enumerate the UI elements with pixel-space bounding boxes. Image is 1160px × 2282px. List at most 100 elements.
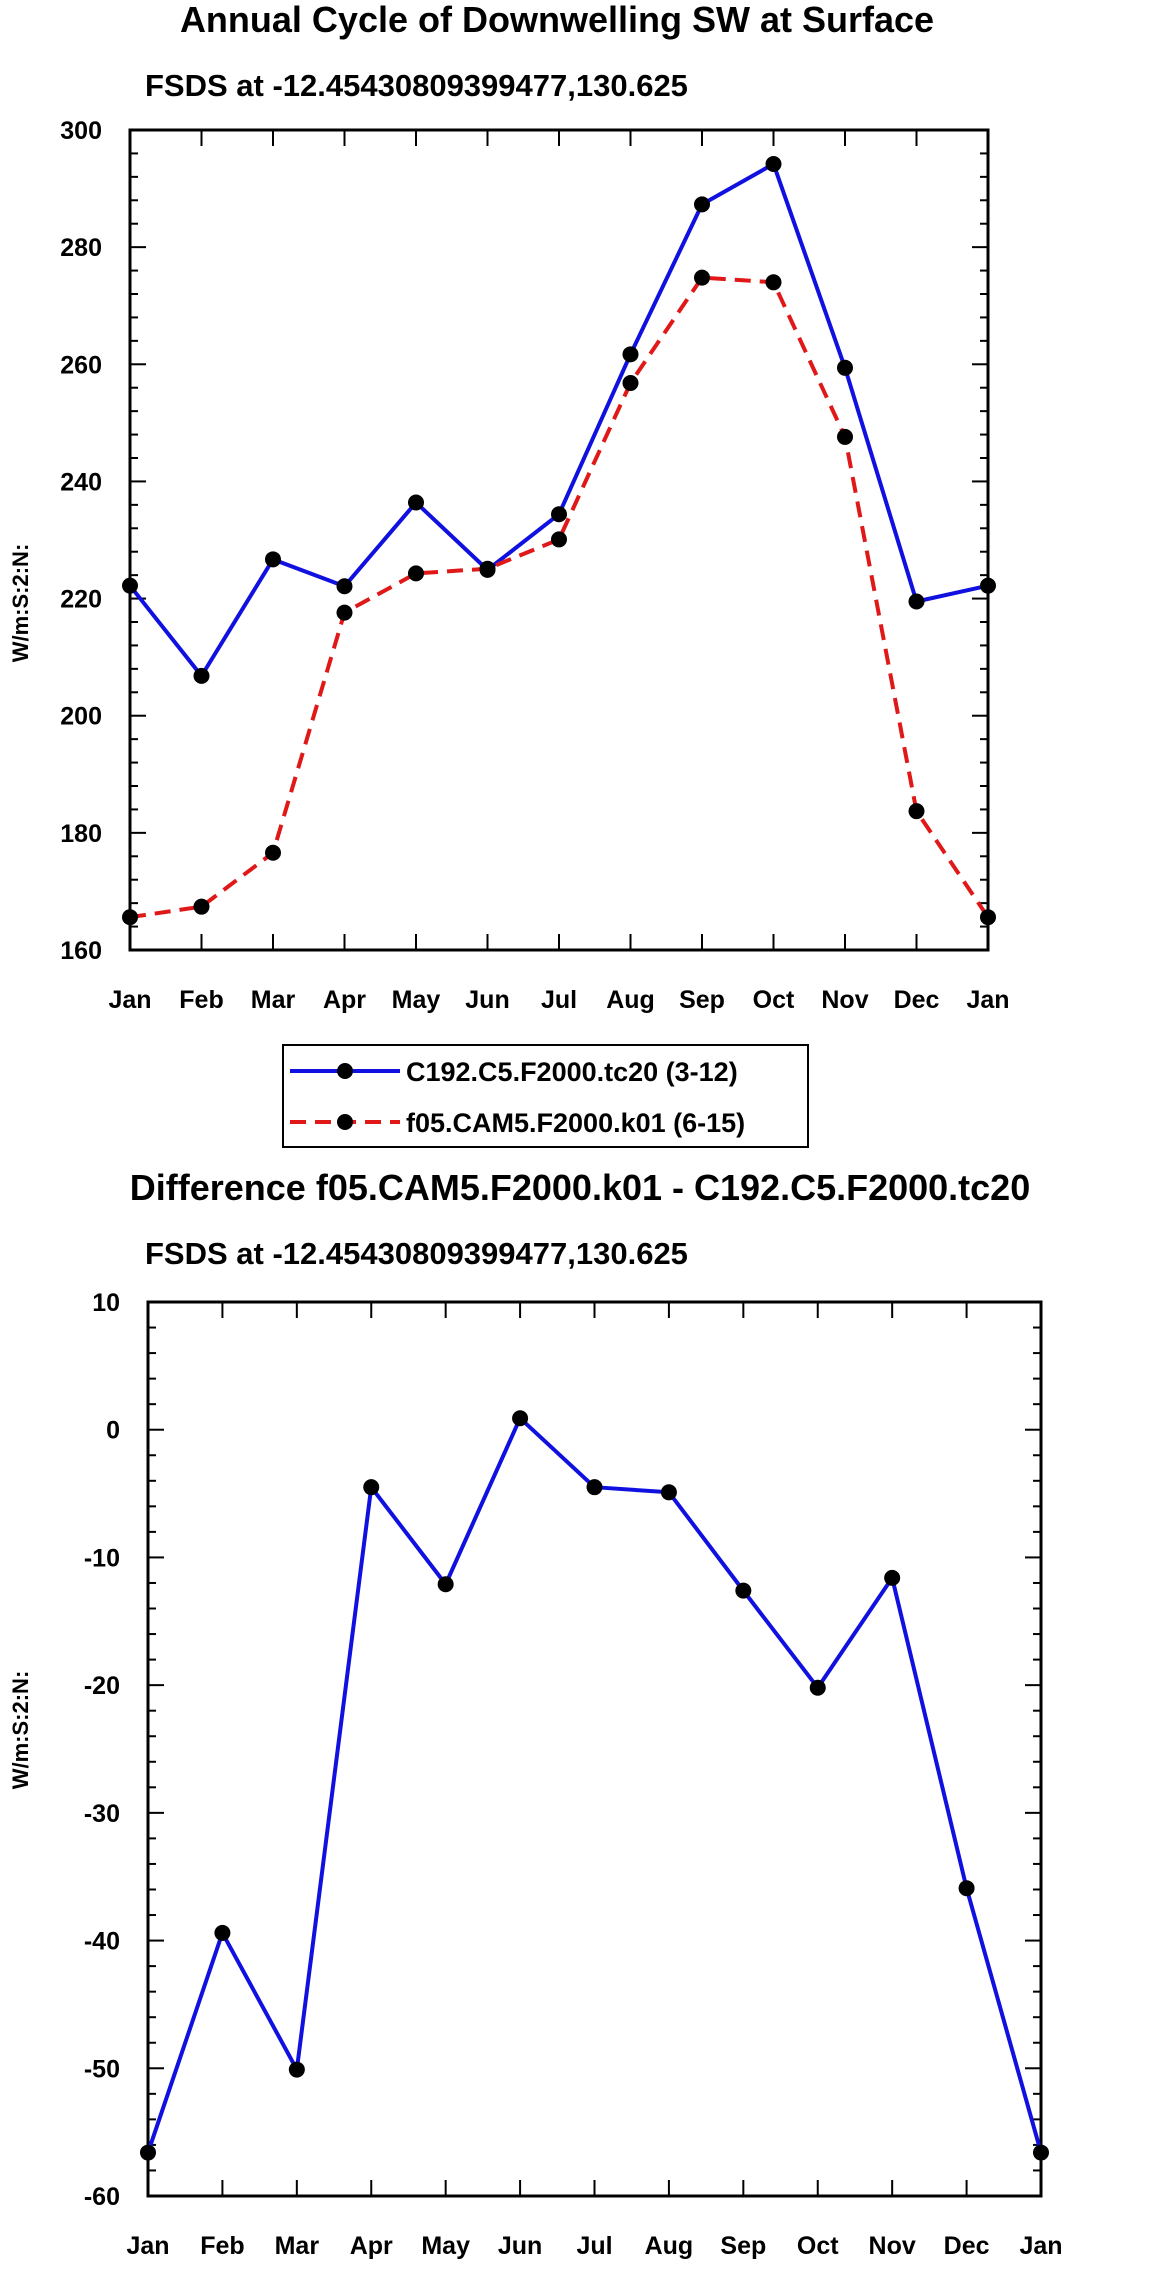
chart2-series-1-point <box>1033 2144 1049 2161</box>
chart2-xtick-label: Aug <box>645 2232 694 2260</box>
chart1-series-1-point <box>122 577 138 594</box>
chart2-series-1-point <box>288 2061 305 2078</box>
chart1-series-1-point <box>408 494 424 511</box>
chart1-series-2-point <box>765 274 782 291</box>
chart2-ticks: Jan Feb Mar Apr May Jun Jul Aug Sep Oct Nov Dec Jan-… <box>84 1289 1063 2260</box>
chart1-xtick-label: Jan <box>108 986 151 1014</box>
chart2-ylabel: W/m:S:2:N: <box>8 1671 33 1790</box>
legend-label-series-2: f05.CAM5.F2000.k01 (6-15) <box>406 1108 745 1138</box>
legend-marker-series-2 <box>337 1114 353 1130</box>
chart2-series-1-point <box>140 2144 156 2161</box>
chart1-series-2-point <box>265 844 281 861</box>
chart2-series-line-1 <box>146 1416 1043 2154</box>
chart2-xtick-label: Mar <box>275 2232 320 2260</box>
chart1-series-1-point <box>694 196 710 213</box>
chart1-series-2-point <box>837 428 853 445</box>
chart1-xtick-label: Aug <box>606 986 655 1014</box>
chart1-xtick-label: Mar <box>251 986 296 1014</box>
chart1-title: Annual Cycle of Downwelling SW at Surfac… <box>180 0 934 40</box>
chart1-ytick-label: 180 <box>60 820 102 848</box>
chart1-series-2-point <box>551 531 567 548</box>
chart2-series-1-point <box>660 1484 677 1501</box>
chart2-plot-frame <box>146 1300 1043 2198</box>
chart1-series-1-point <box>265 551 281 568</box>
difference-chart: Difference f05.CAM5.F2000.k01 - C192.C5.… <box>8 1167 1063 2260</box>
chart2-series-1-point <box>735 1582 752 1599</box>
chart2-series-1-point <box>958 1880 975 1897</box>
chart2-xtick-label: Jan <box>126 2232 169 2260</box>
chart2-ytick-label: -30 <box>84 1800 120 1828</box>
chart2-ytick-label: -40 <box>84 1928 120 1956</box>
chart2-ytick-label: 10 <box>92 1289 120 1317</box>
chart1-ytick-label: 260 <box>60 351 102 379</box>
chart1-series-1-point <box>765 155 782 172</box>
chart1-series-2-point <box>908 803 925 820</box>
chart2-xtick-label: May <box>421 2232 470 2260</box>
chart2-xtick-label: Jul <box>576 2232 612 2260</box>
chart1-ytick-label: 280 <box>60 234 102 262</box>
chart1-ytick-label: 240 <box>60 468 102 496</box>
chart1-subtitle: FSDS at -12.45430809399477,130.625 <box>145 68 688 103</box>
annual-cycle-chart: Annual Cycle of Downwelling SW at Surfac… <box>8 0 1010 1014</box>
chart2-xtick-label: Apr <box>350 2232 393 2260</box>
chart2-series-1-point <box>363 1479 380 1496</box>
chart1-series-1-point <box>980 577 996 594</box>
chart1-series-2-point <box>980 909 996 926</box>
chart1-series-2-point <box>336 604 353 621</box>
chart1-series-1-point <box>908 593 925 610</box>
chart2-series-1-point <box>884 1569 901 1586</box>
chart2-title: Difference f05.CAM5.F2000.k01 - C192.C5.… <box>130 1167 1030 1208</box>
chart1-xtick-label: Dec <box>894 986 940 1014</box>
chart2-xtick-label: Jun <box>498 2232 542 2260</box>
chart2-ytick-label: -20 <box>84 1672 120 1700</box>
chart2-xtick-label: Sep <box>720 2232 766 2260</box>
chart1-series-2-point <box>479 560 496 577</box>
legend-frame <box>282 1044 809 1148</box>
chart1-series-2-point <box>694 269 710 286</box>
chart2-ytick-label: -60 <box>84 2183 120 2211</box>
chart2-xtick-label: Oct <box>797 2232 839 2260</box>
chart1-series-2-point <box>622 375 639 392</box>
chart1-xtick-label: Sep <box>679 986 725 1014</box>
chart1-xtick-label: Oct <box>753 986 795 1014</box>
chart1-ytick-label: 300 <box>60 117 102 145</box>
chart2-series-1-point <box>437 1576 454 1593</box>
chart1-ylabel: W/m:S:2:N: <box>8 544 33 663</box>
chart2-xtick-label: Nov <box>869 2232 916 2260</box>
chart2-series-1-point <box>214 1924 231 1941</box>
chart2-xtick-label: Feb <box>200 2232 244 2260</box>
chart2-series-1-point <box>512 1410 529 1427</box>
chart2-series-1-point <box>809 1679 826 1696</box>
chart1-ytick-label: 160 <box>60 937 102 965</box>
chart2-series-1-point <box>586 1479 603 1496</box>
chart1-series-2-point <box>408 565 424 582</box>
chart1-series-line-2 <box>129 275 990 920</box>
chart1-legend: C192.C5.F2000.tc20 (3-12) f05.CAM5.F2000… <box>282 1044 809 1148</box>
chart1-xtick-label: Feb <box>179 986 223 1014</box>
chart1-series-2-point <box>122 909 138 926</box>
chart2-xtick-label: Jan <box>1019 2232 1062 2260</box>
chart1-xtick-label: Jul <box>541 986 577 1014</box>
chart2-ytick-label: 0 <box>106 1417 120 1445</box>
chart1-series-2-point <box>193 898 210 915</box>
chart1-series-line-1 <box>128 161 989 678</box>
chart2-series <box>140 1410 1049 2161</box>
chart1-xtick-label: May <box>392 986 441 1014</box>
chart1-xtick-label: Apr <box>323 986 366 1014</box>
chart1-ticks: Jan Feb Mar Apr May Jun Jul Aug Sep Oct Nov Dec Jan1… <box>60 117 1009 1014</box>
chart1-ytick-label: 200 <box>60 703 102 731</box>
chart1-series-1-point <box>336 578 353 595</box>
chart1-ytick-label: 220 <box>60 586 102 614</box>
legend-label-series-1: C192.C5.F2000.tc20 (3-12) <box>406 1057 738 1087</box>
chart2-xtick-label: Dec <box>944 2232 990 2260</box>
chart1-xtick-label: Nov <box>821 986 868 1014</box>
chart1-series-1-point <box>193 667 210 684</box>
chart1-series <box>122 155 996 926</box>
legend-marker-series-1 <box>337 1063 353 1079</box>
chart2-ytick-label: -10 <box>84 1544 120 1572</box>
chart1-xtick-label: Jun <box>465 986 509 1014</box>
chart2-subtitle: FSDS at -12.45430809399477,130.625 <box>145 1236 688 1271</box>
chart2-ytick-label: -50 <box>84 2055 120 2083</box>
